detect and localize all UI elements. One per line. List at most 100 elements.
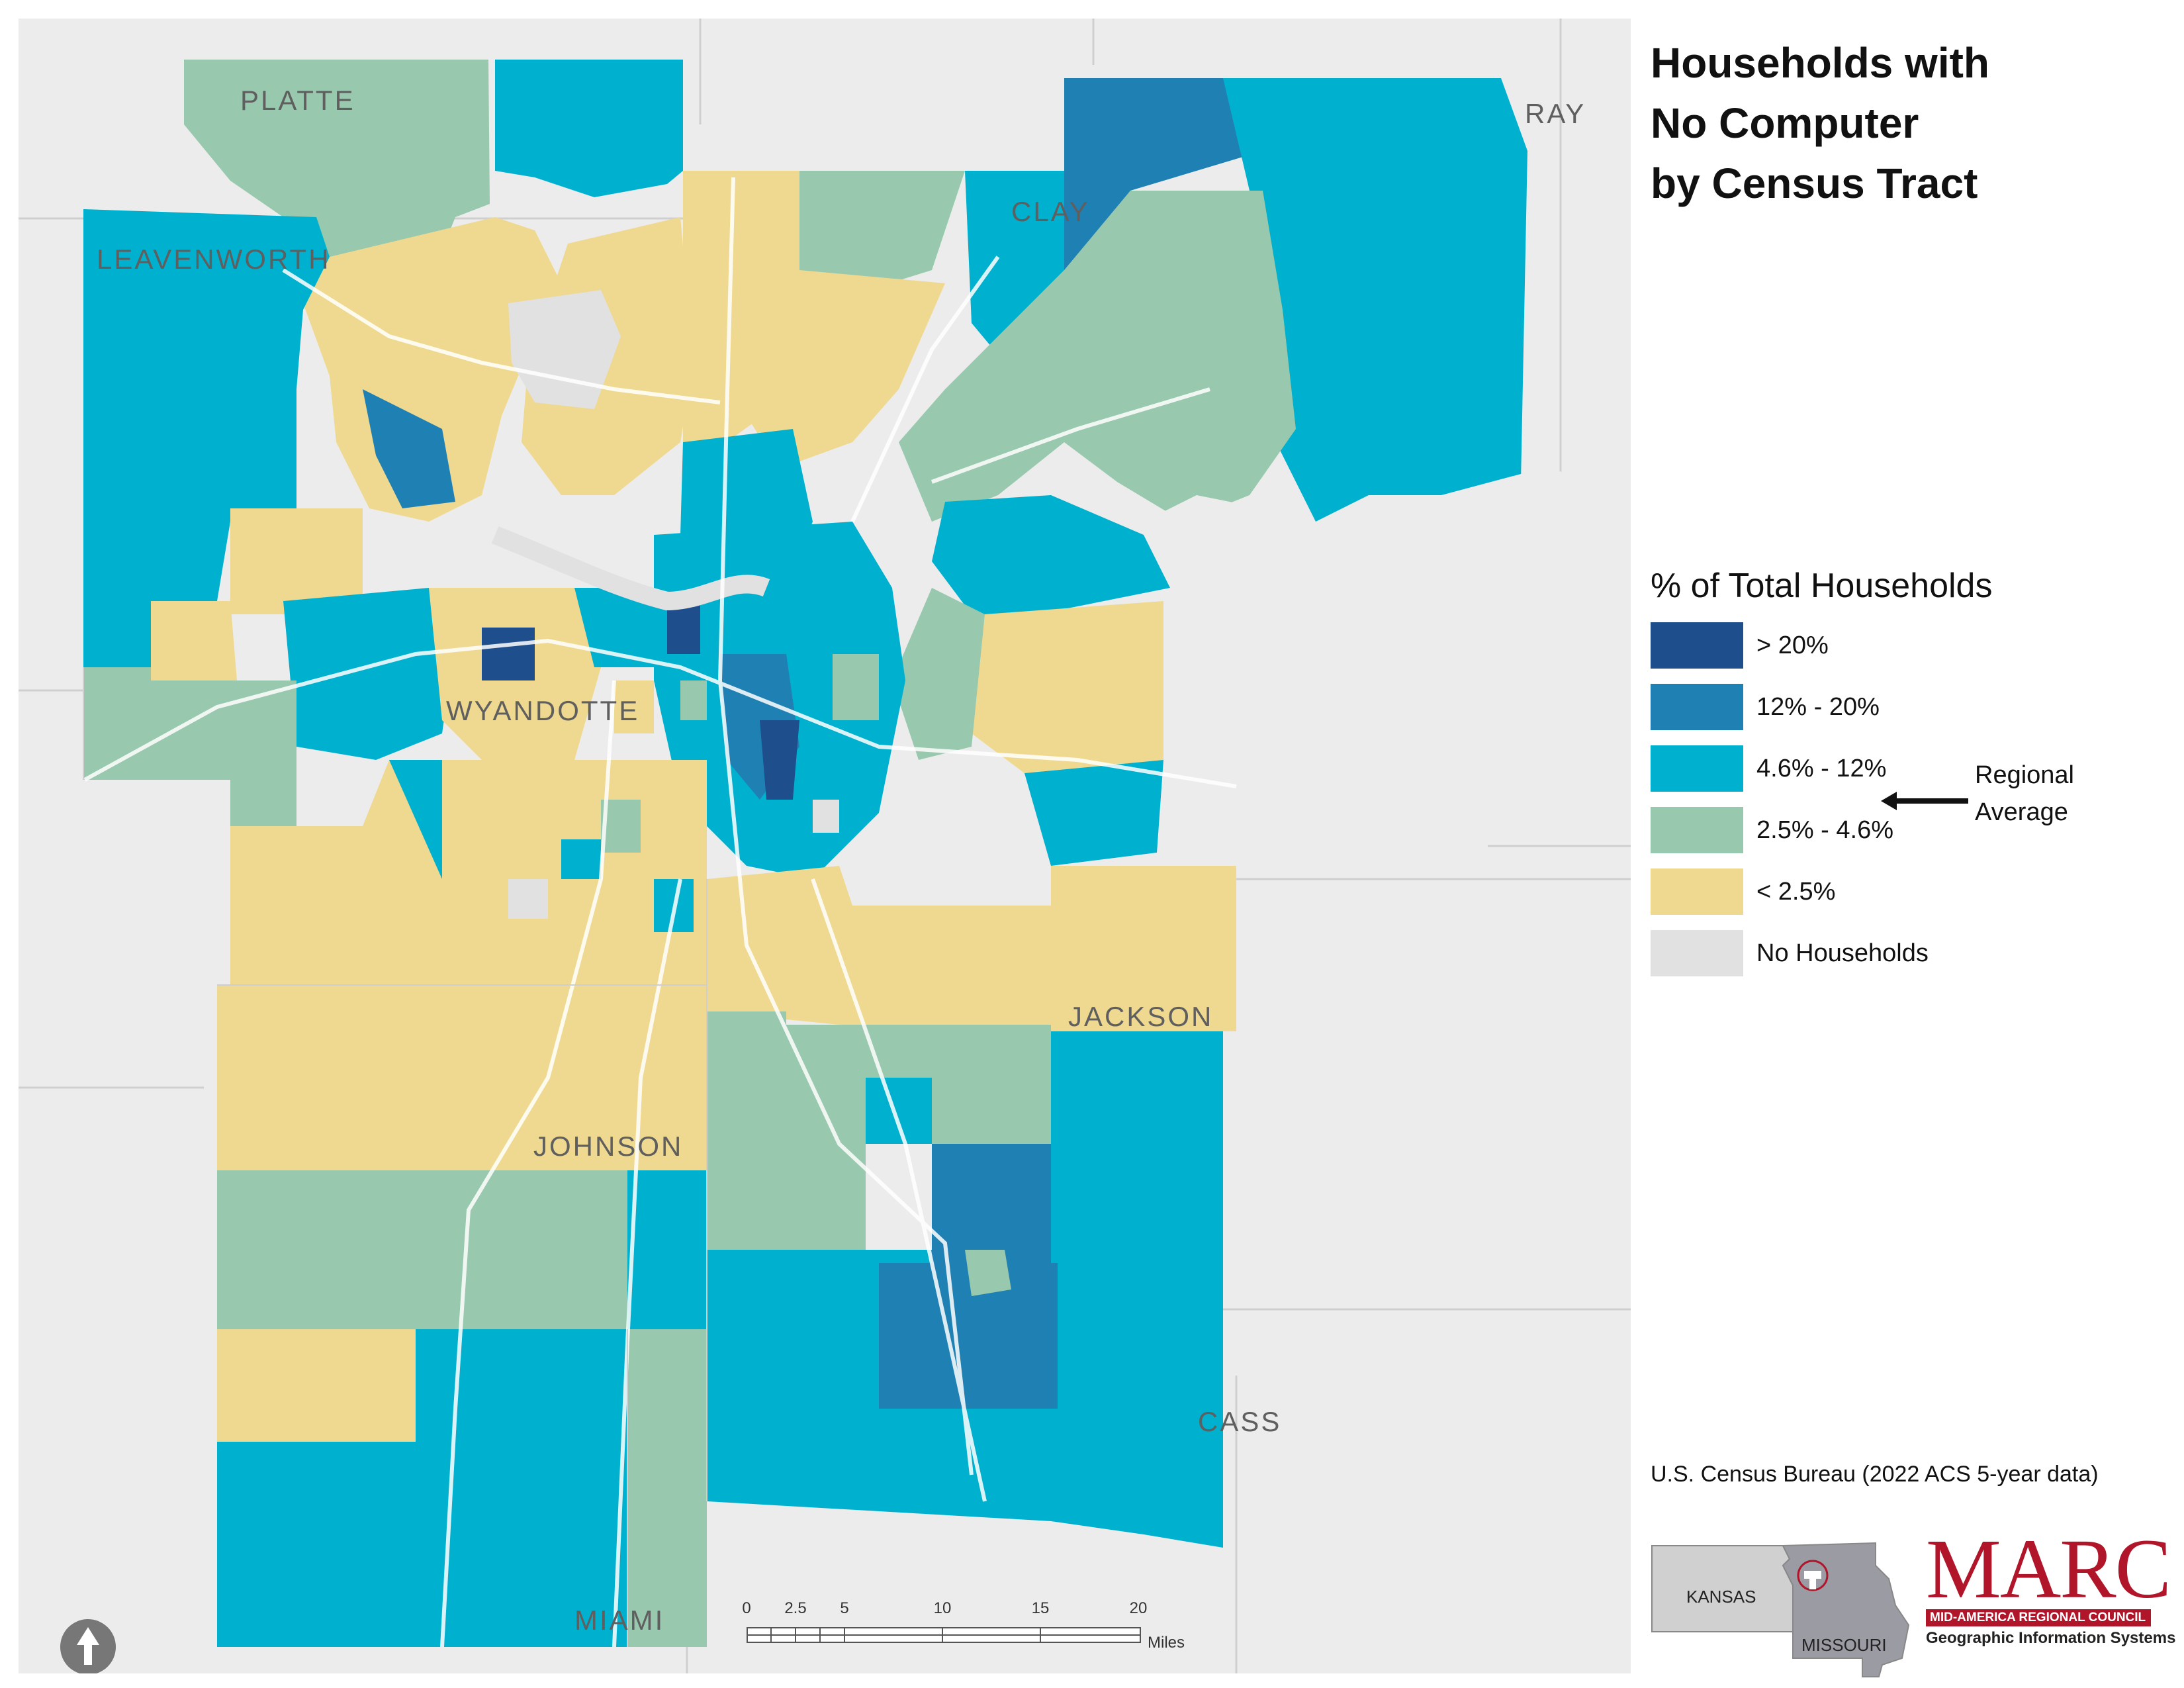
tract	[879, 1263, 1058, 1409]
tract	[601, 800, 641, 853]
legend-label: < 2.5%	[1756, 878, 1836, 906]
tract-no-households	[508, 879, 548, 919]
legend-label: 12% - 20%	[1756, 693, 1880, 721]
tract	[932, 495, 1170, 614]
north-arrow-icon	[58, 1617, 118, 1673]
river-gap	[1077, 469, 1631, 588]
regional-average-note: Regional Average	[1975, 757, 2087, 831]
county-cass	[707, 1144, 1223, 1548]
river	[491, 526, 770, 611]
tract	[151, 601, 237, 680]
tract	[680, 680, 707, 720]
title-line: Households with	[1651, 39, 1989, 87]
title-line: by Census Tract	[1651, 160, 1978, 207]
tract	[965, 1250, 1011, 1296]
county-wyandotte	[230, 588, 654, 826]
marc-logo-band: MID-AMERICA REGIONAL COUNCIL	[1926, 1609, 2151, 1626]
county-label-jackson: JACKSON	[1068, 1001, 1214, 1032]
county-label-ray: RAY	[1525, 98, 1586, 129]
legend-swatch	[1651, 622, 1743, 669]
tract	[1051, 1031, 1223, 1250]
county-platte	[184, 60, 694, 522]
tract	[303, 217, 568, 522]
regional-average-arrow-icon	[1881, 792, 1968, 810]
tract	[230, 508, 363, 614]
urban-core	[614, 522, 905, 879]
tract	[230, 680, 296, 826]
title-line: No Computer	[1651, 99, 1919, 147]
tract	[932, 1144, 1051, 1263]
scale-tick: 0	[742, 1599, 751, 1617]
legend-item: > 20%	[1651, 622, 2114, 669]
tract	[899, 191, 1296, 522]
tract	[707, 1011, 786, 1250]
tract	[614, 680, 654, 733]
legend-title: % of Total Households	[1651, 567, 1993, 605]
scale-bar: 0 2.5 5 10 15 20 Miles	[742, 1599, 1185, 1659]
county-label-miami: MIAMI	[574, 1605, 665, 1636]
tract	[972, 601, 1163, 773]
tract	[627, 1170, 707, 1329]
legend-item: 12% - 20%	[1651, 684, 2114, 730]
tract	[230, 760, 455, 985]
marc-logo: MARC MID-AMERICA REGIONAL COUNCIL Geogra…	[1926, 1522, 2176, 1648]
tract	[363, 389, 455, 508]
tract	[561, 839, 601, 879]
tract	[217, 985, 707, 1170]
legend-item: < 2.5%	[1651, 868, 2114, 915]
tract	[83, 209, 330, 667]
tract	[482, 628, 535, 680]
tract	[217, 1170, 627, 1329]
scale-tick: 2.5	[784, 1599, 807, 1617]
tract	[707, 866, 1051, 1025]
legend-swatch	[1651, 745, 1743, 792]
legend-label: 4.6% - 12%	[1756, 755, 1887, 782]
county-label-clay: CLAY	[1011, 196, 1090, 227]
tract	[283, 588, 455, 760]
tract	[217, 1442, 627, 1647]
marc-logo-subtitle: Geographic Information Systems	[1926, 1629, 2176, 1647]
county-label-leavenworth: LEAVENWORTH	[97, 244, 331, 275]
tract	[892, 588, 985, 760]
tract	[416, 1329, 627, 1442]
marc-logo-word: MARC	[1926, 1522, 2171, 1616]
side-panel: Households with No Computer by Census Tr…	[1631, 0, 2184, 1688]
tract	[833, 654, 879, 720]
scale-tick: 10	[933, 1599, 952, 1617]
tract	[83, 667, 230, 780]
county-boundaries	[83, 667, 707, 1647]
county-label-johnson: JOHNSON	[533, 1131, 684, 1162]
tract	[866, 1078, 932, 1144]
county-ray	[899, 78, 1527, 561]
legend-item: 2.5% - 4.6%	[1651, 807, 2114, 853]
tract	[574, 588, 654, 667]
legend-item: 4.6% - 12%	[1651, 745, 2114, 792]
source-note: U.S. Census Bureau (2022 ACS 5-year data…	[1651, 1462, 2099, 1487]
county-label-cass: CASS	[1198, 1406, 1282, 1437]
scale-bar-graphic	[747, 1627, 1141, 1643]
tract	[1223, 78, 1527, 561]
tract	[184, 60, 490, 277]
tract	[495, 60, 683, 197]
tract-no-households	[508, 290, 621, 409]
tract	[1024, 760, 1163, 866]
county-jackson-east	[892, 495, 1170, 866]
locator-kansas-label: KANSAS	[1686, 1587, 1756, 1607]
legend-label: > 20%	[1756, 632, 1829, 659]
legend-swatch	[1651, 684, 1743, 730]
tract	[1051, 866, 1236, 1031]
tract-no-households	[813, 800, 839, 833]
county-miami	[217, 1329, 707, 1647]
county-label-platte: PLATTE	[240, 85, 355, 116]
map-frame[interactable]: PLATTE CLAY RAY LEAVENWORTH WYANDOTTE JA…	[19, 19, 1631, 1673]
legend-swatch	[1651, 807, 1743, 853]
roads	[83, 177, 1237, 1648]
tract	[667, 601, 700, 654]
scale-unit: Miles	[1148, 1634, 1185, 1652]
scale-tick: 15	[1031, 1599, 1050, 1617]
scale-tick: 5	[840, 1599, 849, 1617]
county-jackson-south	[707, 866, 1236, 1250]
county-leavenworth	[83, 209, 455, 780]
tract	[760, 720, 799, 800]
legend-label: 2.5% - 4.6%	[1756, 816, 1893, 844]
